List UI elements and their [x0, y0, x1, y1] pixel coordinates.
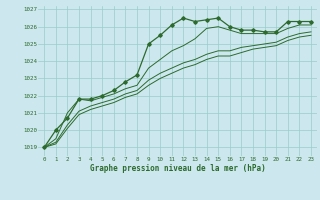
X-axis label: Graphe pression niveau de la mer (hPa): Graphe pression niveau de la mer (hPa) — [90, 164, 266, 173]
